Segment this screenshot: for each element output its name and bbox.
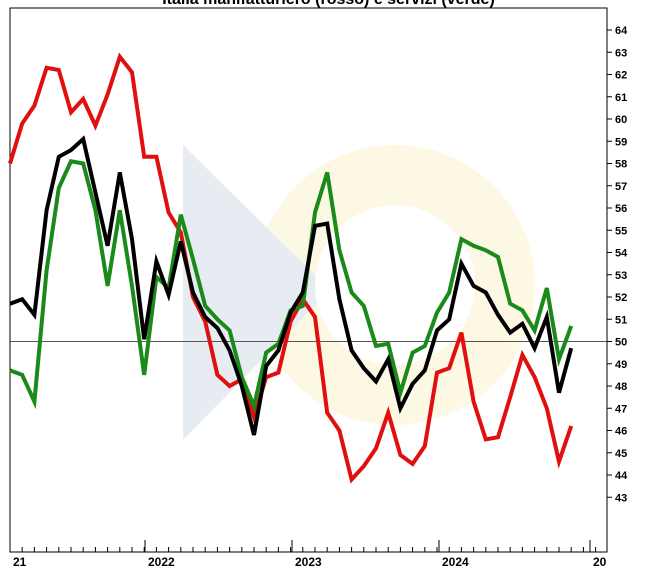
x-tick-label: 21 — [13, 555, 27, 566]
y-tick-label: 52 — [615, 292, 627, 304]
watermark-logo — [183, 145, 535, 440]
series-line-1 — [8, 52, 574, 484]
x-tick-label: 2022 — [148, 555, 175, 566]
y-tick-label: 45 — [615, 448, 627, 460]
y-tick-label: 50 — [615, 337, 627, 349]
x-tick-label: 2024 — [442, 555, 469, 566]
y-tick-label: 51 — [615, 314, 627, 326]
y-tick-label: 57 — [615, 181, 627, 193]
y-tick-label: 59 — [615, 136, 627, 148]
y-tick-label: 48 — [615, 381, 627, 393]
y-tick-label: 60 — [615, 114, 627, 126]
y-tick-label: 62 — [615, 70, 627, 82]
x-tick-label: 2023 — [295, 555, 322, 566]
y-tick-label: 61 — [615, 92, 627, 104]
y-tick-label: 64 — [615, 25, 628, 37]
chart-title: Italia manifatturiero (rosso) e servizi … — [0, 0, 657, 9]
x-tick-label: 20 — [593, 555, 607, 566]
y-tick-label: 49 — [615, 359, 627, 371]
y-tick-label: 53 — [615, 270, 627, 282]
y-tick-label: 56 — [615, 203, 627, 215]
series-line-3 — [9, 135, 574, 436]
y-tick-label: 43 — [615, 492, 627, 504]
y-tick-label: 54 — [615, 248, 628, 260]
y-tick-label: 55 — [615, 225, 627, 237]
y-tick-label: 58 — [615, 159, 627, 171]
y-tick-label: 44 — [615, 470, 628, 482]
y-tick-label: 46 — [615, 426, 627, 438]
plot-frame — [9, 7, 608, 553]
y-tick-label: 47 — [615, 403, 627, 415]
y-tick-label: 63 — [615, 47, 627, 59]
